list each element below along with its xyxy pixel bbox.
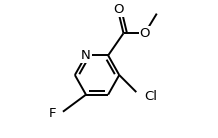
Text: O: O [113,2,124,15]
Text: F: F [49,107,57,120]
Text: N: N [81,49,91,62]
Text: O: O [140,27,150,40]
Text: Cl: Cl [144,90,157,103]
